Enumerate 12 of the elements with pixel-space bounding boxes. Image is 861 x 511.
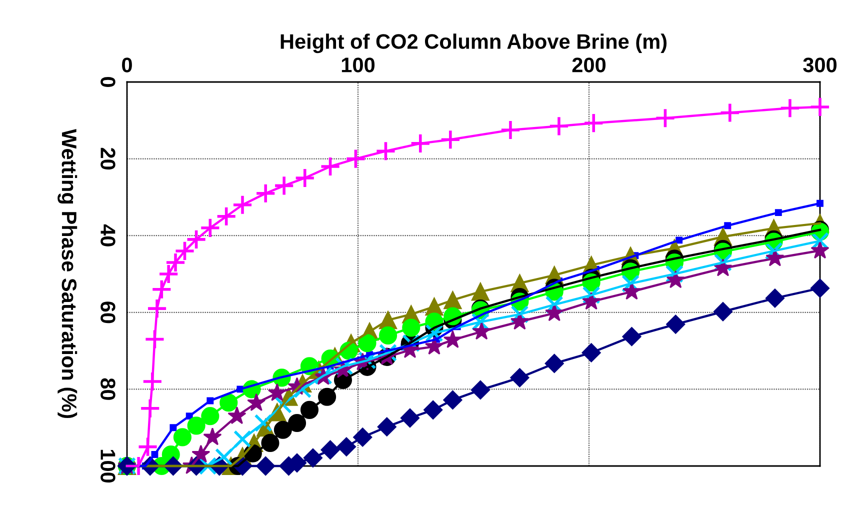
x-tick-label: 200: [572, 58, 606, 72]
y-tick-label: 80: [100, 378, 116, 400]
x-axis-title: Height of CO2 Column Above Brine (m): [280, 34, 667, 54]
x-tick-label: 300: [803, 58, 837, 72]
x-tick-label: 0: [122, 58, 132, 72]
y-tick-label: 0: [100, 77, 116, 87]
x-tick-label: 100: [342, 58, 375, 72]
y-axis-title: Wetting Phase Saturation (%): [58, 128, 78, 418]
y-tick-label: 20: [100, 148, 116, 170]
y-tick-label: 40: [100, 224, 116, 246]
y-tick-label: 60: [100, 302, 116, 324]
y-tick-label: 100: [100, 450, 116, 483]
